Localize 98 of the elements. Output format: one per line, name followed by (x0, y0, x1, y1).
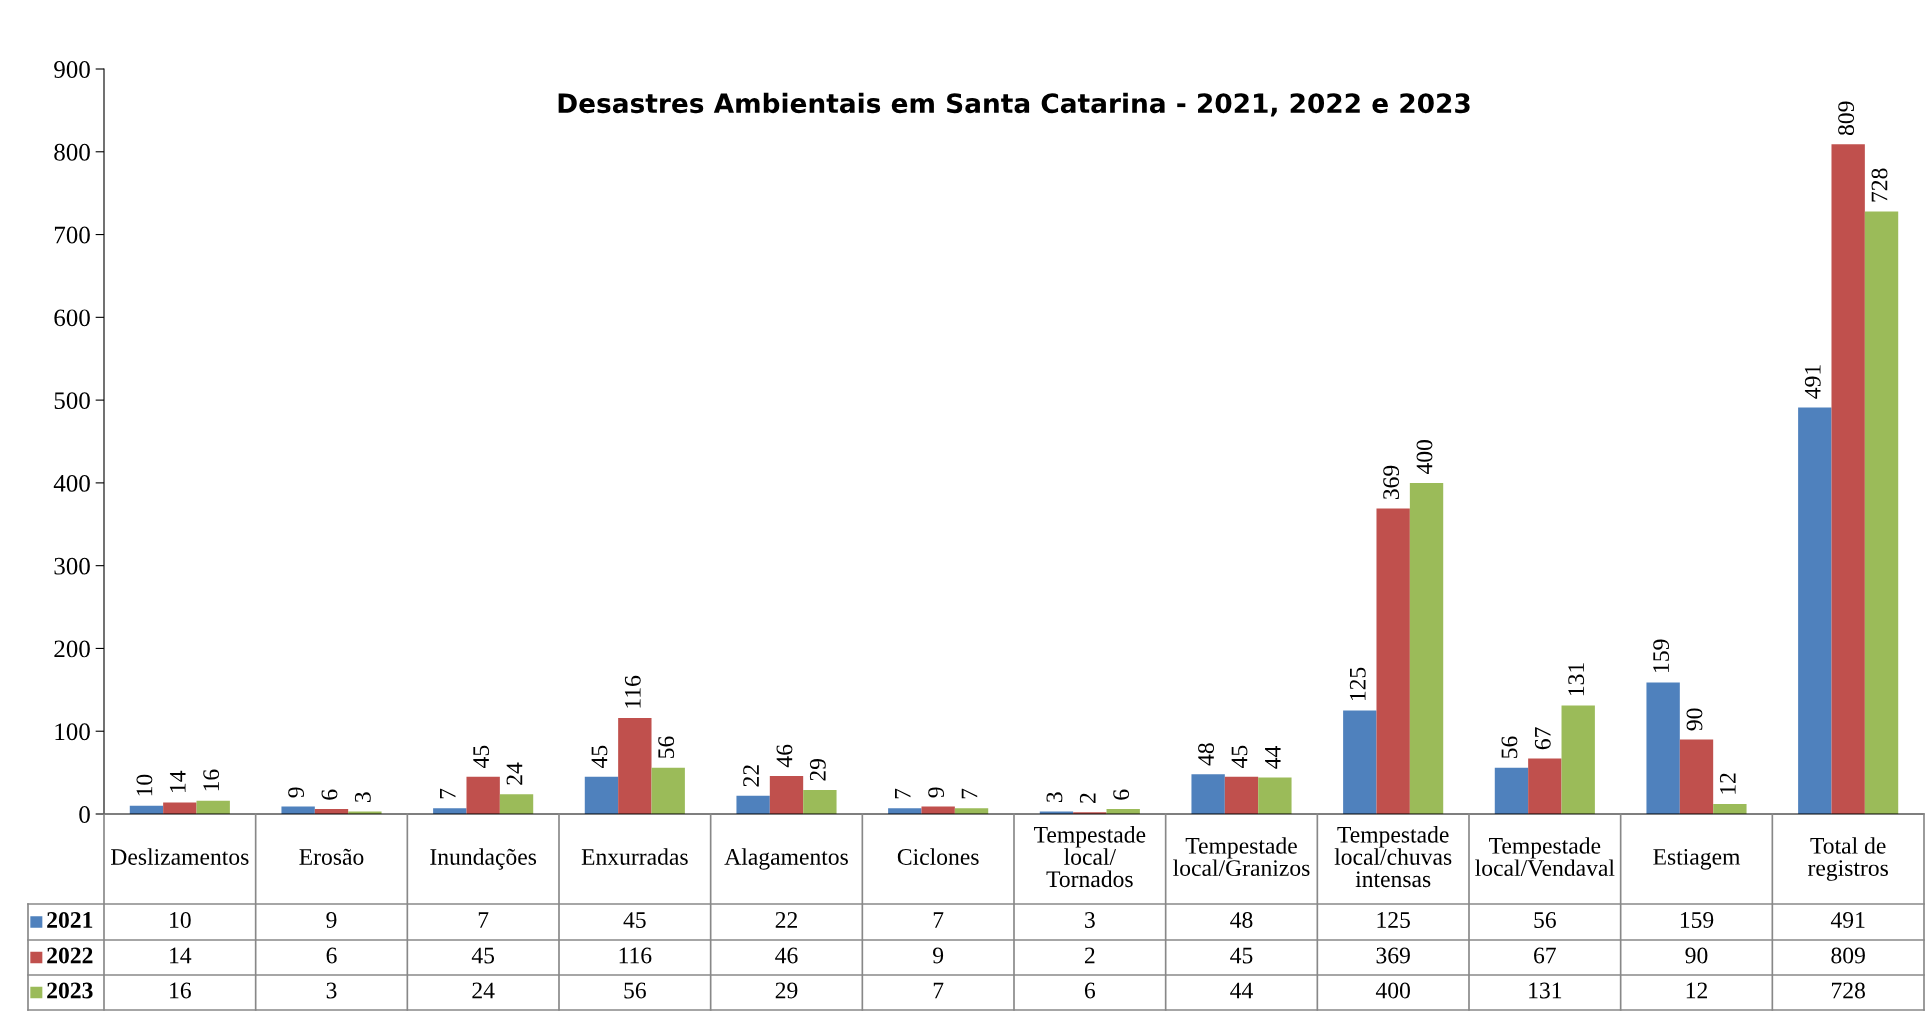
y-tick-label: 0 (79, 806, 90, 823)
data-label: 45 (591, 745, 608, 768)
text: 491 (1830, 912, 1865, 928)
text: 14 (170, 947, 192, 964)
y-tick-label: 500 (54, 392, 90, 410)
y-tick-label: 100 (55, 723, 90, 741)
text: 12 (1686, 982, 1707, 999)
data-label: 45 (473, 745, 490, 768)
text: 45 (623, 912, 646, 928)
data-label: 491 (1804, 365, 1821, 399)
data-label: 56 (658, 736, 675, 758)
text: 56 (1534, 912, 1556, 928)
data-label: 7 (895, 788, 911, 799)
data-label: 22 (743, 765, 759, 787)
data-label: 125 (1349, 667, 1366, 701)
text: 125 (1377, 912, 1410, 928)
text: 6 (326, 947, 337, 964)
data-label: 9 (928, 787, 945, 798)
data-label: 45 (1231, 745, 1248, 768)
text: 809 (1831, 947, 1865, 964)
x-tick-label: Deslizamentos (111, 848, 249, 865)
data-label: 369 (1383, 465, 1400, 500)
data-label: 3 (1046, 792, 1063, 803)
data-label: 159 (1653, 639, 1670, 672)
x-tick-label: Ciclones (897, 848, 979, 865)
x-tick-label: Alagamentos (724, 848, 848, 870)
data-label: 10 (136, 774, 153, 796)
text: 3 (326, 982, 337, 999)
text: 45 (1230, 947, 1253, 964)
text: 369 (1376, 947, 1410, 964)
x-tick-label: Tempestade local/Granizos (1173, 837, 1310, 877)
x-tick-label: Total de registros (1807, 837, 1888, 881)
data-label: 56 (1501, 736, 1518, 758)
legend-label: 2023 (47, 982, 93, 999)
data-label: 9 (288, 787, 305, 798)
data-label: 46 (776, 744, 793, 768)
data-label: 7 (440, 788, 456, 799)
x-tick-label: Tempestade local/chuvas intensas (1334, 826, 1452, 888)
x-tick-label: Tempestade local/Vendaval (1475, 837, 1615, 877)
x-tick-label: Estiagem (1653, 848, 1741, 870)
data-label: 14 (169, 770, 186, 792)
text: 29 (775, 982, 798, 999)
text: 24 (472, 982, 495, 999)
x-tick-label: Erosão (299, 848, 364, 865)
data-label: 24 (506, 762, 523, 785)
text: 9 (933, 947, 944, 964)
data-label: 6 (321, 789, 338, 800)
text: 46 (775, 947, 798, 964)
data-label: 809 (1838, 101, 1855, 136)
data-label: 6 (1113, 789, 1130, 800)
legend-label: 2021 (47, 911, 93, 928)
data-label: 728 (1871, 168, 1888, 202)
x-tick-label: Enxurradas (581, 848, 688, 865)
text: 22 (775, 912, 797, 928)
y-tick-label: 600 (54, 309, 90, 327)
x-tick-label: Inundações (430, 848, 537, 870)
text: 116 (619, 947, 652, 964)
data-label: 67 (1534, 727, 1551, 750)
data-label: 116 (624, 675, 641, 708)
text: 400 (1375, 982, 1410, 999)
data-label: 2 (1079, 793, 1096, 803)
text: 7 (933, 912, 944, 928)
y-tick-label: 700 (54, 226, 90, 244)
text: 159 (1680, 912, 1714, 928)
text: 48 (1230, 911, 1253, 928)
y-tick-label: 900 (54, 61, 90, 78)
data-label: 16 (203, 769, 220, 791)
y-tick-label: 800 (54, 143, 90, 161)
text: 44 (1230, 982, 1253, 999)
data-label: 12 (1719, 773, 1736, 794)
legend-label: 2022 (47, 947, 93, 964)
data-label: 44 (1265, 746, 1281, 769)
data-label: 48 (1198, 743, 1215, 766)
text: 7 (933, 982, 944, 999)
data-label: 29 (809, 759, 826, 781)
y-tick-label: 400 (53, 474, 90, 492)
text: 10 (170, 911, 191, 928)
text: 3 (1085, 912, 1095, 928)
text: Desastres Ambientais em Santa Catarina - 2021, 2022 e 2023 (558, 92, 1470, 117)
text: 728 (1832, 982, 1865, 999)
text: 131 (1529, 982, 1562, 999)
text: 16 (170, 982, 191, 999)
text: 2 (1084, 947, 1095, 964)
data-label: 131 (1568, 663, 1585, 696)
data-label: 7 (961, 788, 978, 799)
text: 90 (1685, 947, 1708, 964)
text: 9 (326, 912, 337, 928)
text: 45 (471, 947, 495, 964)
text: 56 (624, 982, 646, 999)
data-label: 400 (1416, 440, 1433, 475)
text: 7 (478, 912, 489, 928)
data-label: 90 (1686, 708, 1703, 731)
y-tick-label: 300 (54, 557, 90, 575)
y-tick-label: 200 (54, 640, 90, 658)
x-tick-label: Tempestade local/ Tornados (1034, 826, 1146, 888)
text: 67 (1534, 947, 1556, 964)
text: 6 (1084, 982, 1096, 999)
data-label: 3 (354, 792, 371, 803)
